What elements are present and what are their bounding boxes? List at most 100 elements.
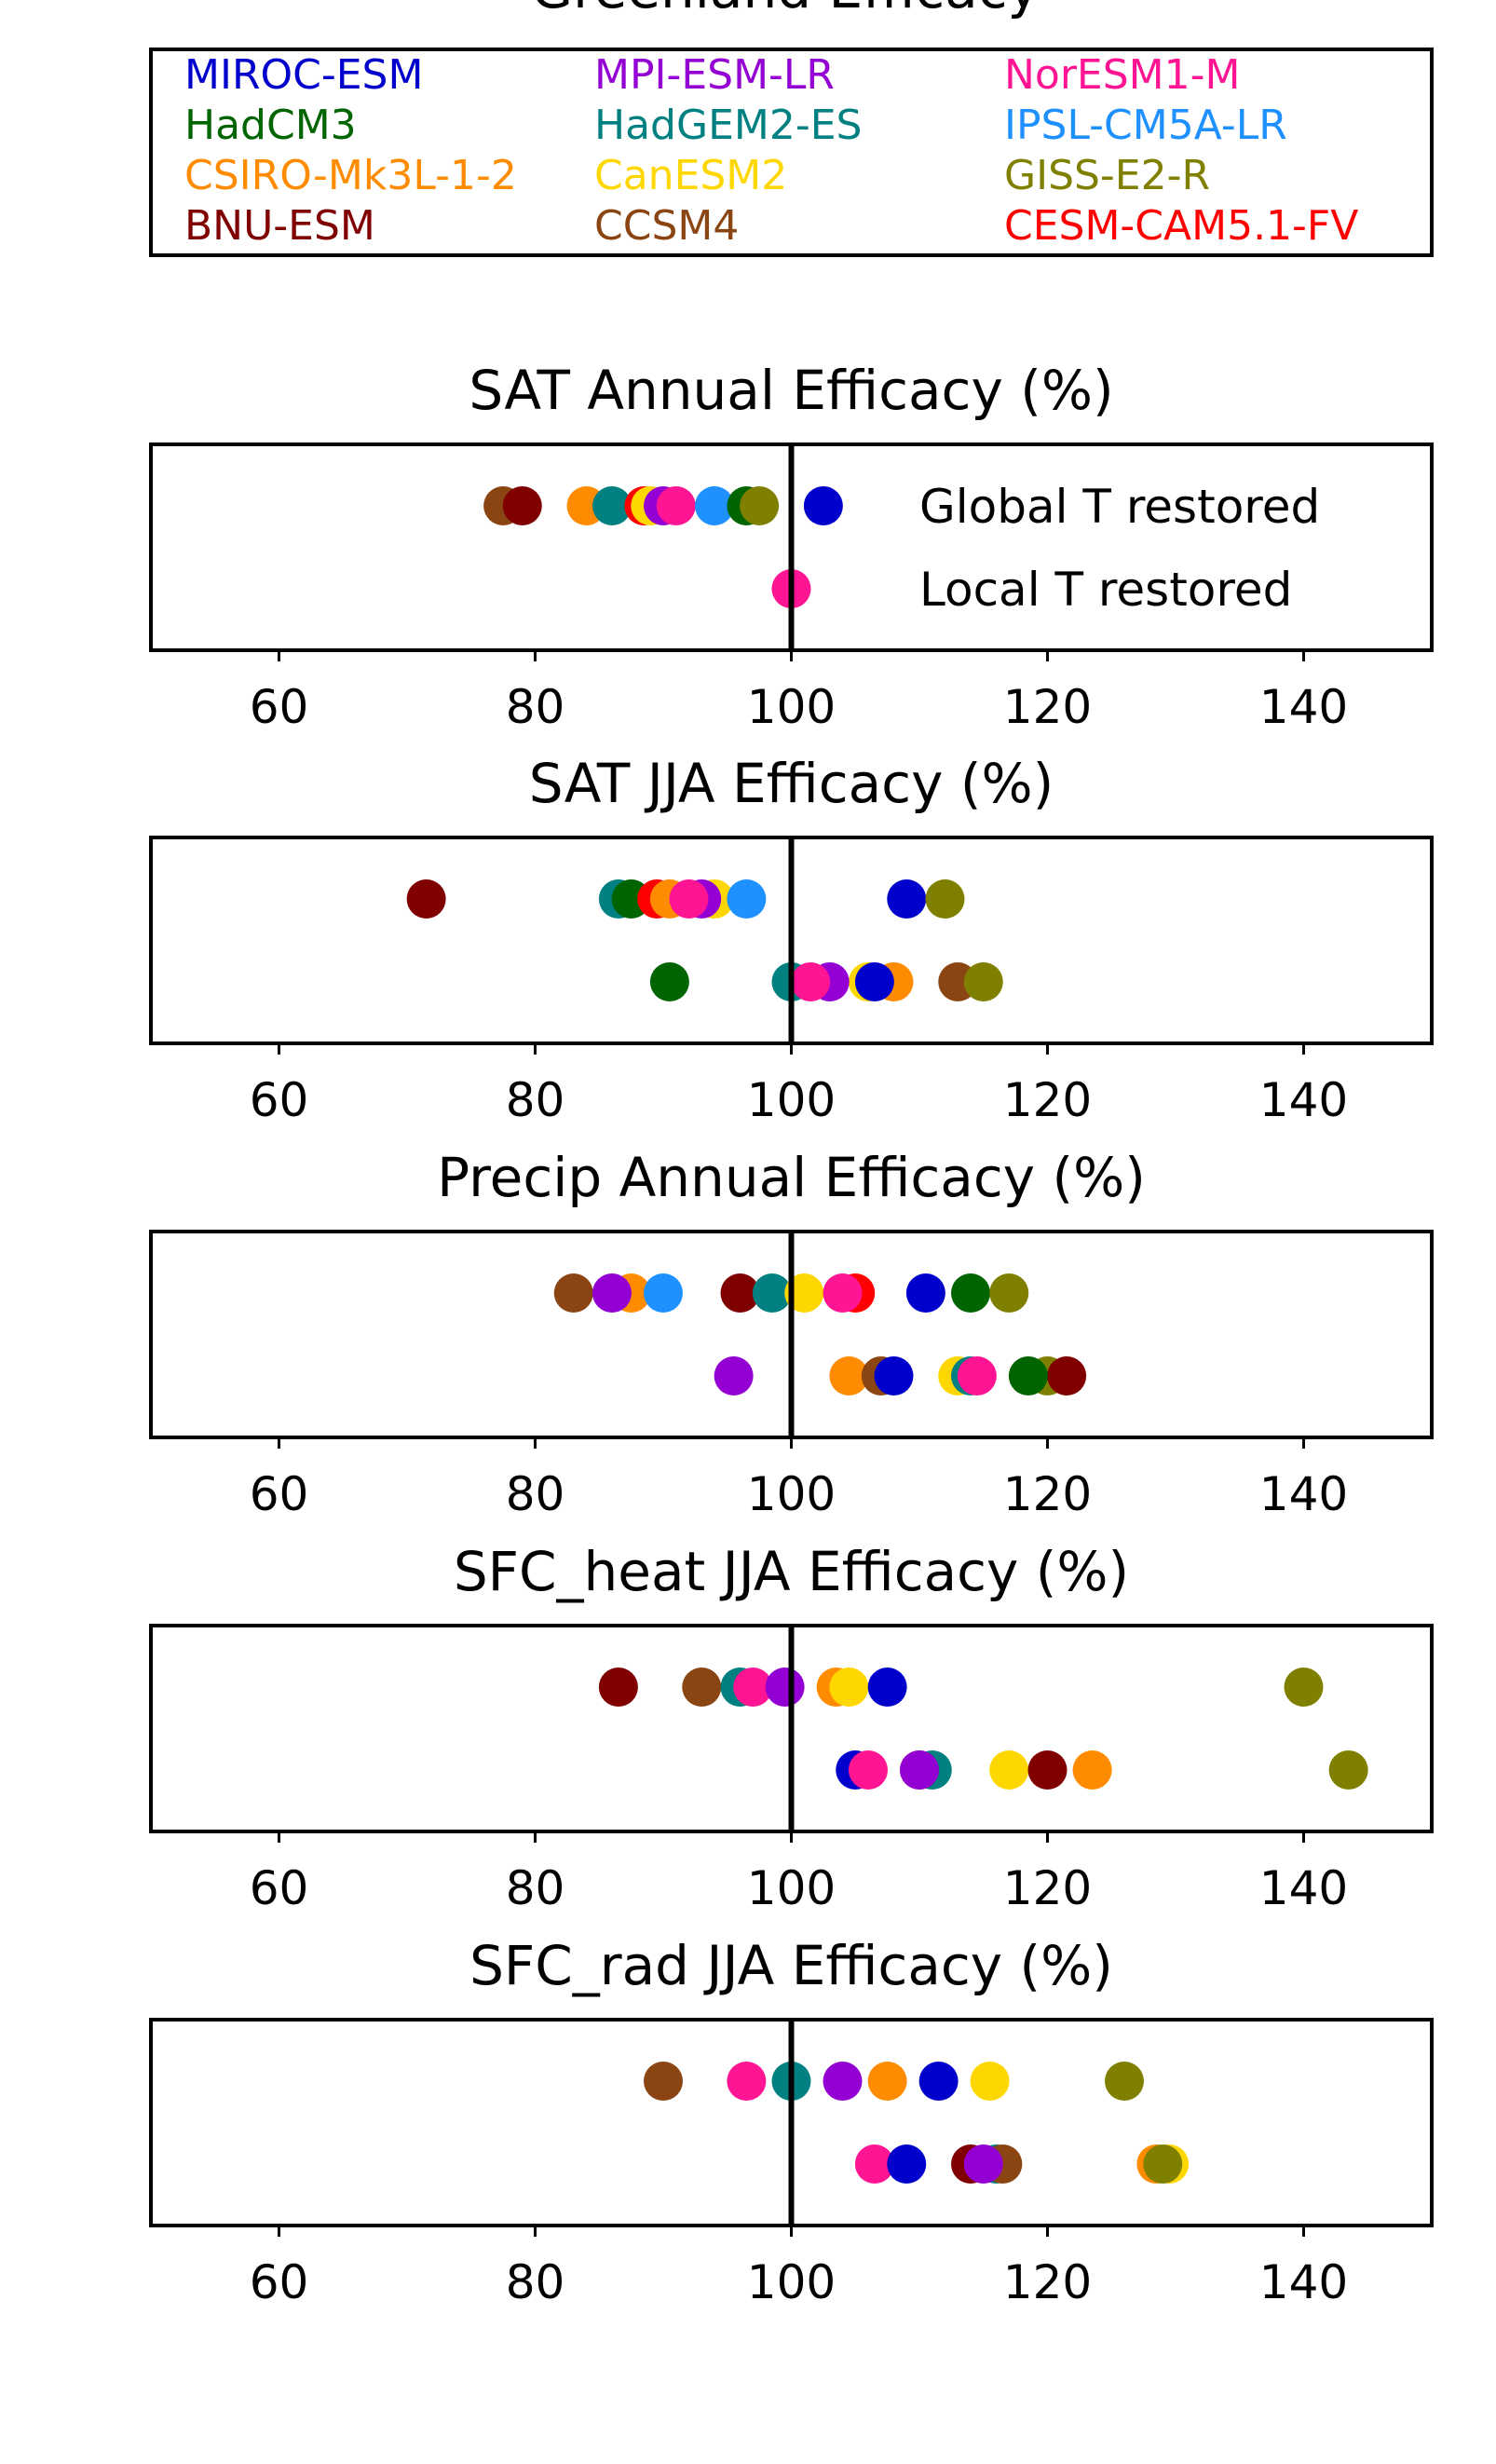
global-point-ccsm4 bbox=[553, 1273, 593, 1313]
x-tick-label: 100 bbox=[747, 2255, 836, 2309]
local-point-mpi-esm-lr bbox=[714, 1356, 754, 1395]
global-point-giss-e2-r bbox=[1284, 1668, 1324, 1707]
legend-entry-noresm1-m: NorESM1-M bbox=[1004, 51, 1240, 99]
global-point-giss-e2-r bbox=[740, 486, 780, 525]
local-point-noresm1-m bbox=[849, 1750, 888, 1790]
x-tick-label: 140 bbox=[1259, 2255, 1348, 2309]
global-point-mpi-esm-lr bbox=[823, 2062, 863, 2101]
x-tick-label: 80 bbox=[506, 1861, 565, 1915]
local-point-csiro-mk3l-1-2 bbox=[1072, 1750, 1112, 1790]
x-tick-label: 80 bbox=[506, 680, 565, 734]
legend-entry-ipsl-cm5a-lr: IPSL-CM5A-LR bbox=[1004, 102, 1287, 149]
legend-entry-miroc-esm: MIROC-ESM bbox=[184, 51, 423, 99]
x-tick-label: 80 bbox=[506, 2255, 565, 2309]
local-point-hadcm3 bbox=[1008, 1356, 1048, 1395]
global-point-ccsm4 bbox=[682, 1668, 722, 1707]
panel-sfc-heat-jja-efficacy: SFC_heat JJA Efficacy (%) 60 80 100 120 140 bbox=[149, 1540, 1434, 1915]
legend-entry-canesm2: CanESM2 bbox=[594, 152, 787, 199]
panel-precip-annual-efficacy: Precip Annual Efficacy (%) 60 80 100 120 140 bbox=[149, 1146, 1434, 1521]
global-point-noresm1-m bbox=[669, 879, 709, 919]
global-point-noresm1-m bbox=[727, 2062, 767, 2101]
local-point-csiro-mk3l-1-2 bbox=[829, 1356, 869, 1395]
global-point-giss-e2-r bbox=[989, 1273, 1029, 1313]
legend-entry-hadgem2-es: HadGEM2-ES bbox=[594, 102, 862, 149]
local-point-giss-e2-r bbox=[1143, 2144, 1183, 2184]
global-point-miroc-esm bbox=[867, 1668, 907, 1707]
global-point-bnu-esm bbox=[598, 1668, 638, 1707]
x-tick-label: 120 bbox=[1003, 2255, 1092, 2309]
panel-title: SFC_heat JJA Efficacy (%) bbox=[454, 1540, 1129, 1603]
x-tick-label: 80 bbox=[506, 1467, 565, 1521]
figure-title: Greenland Efficacy bbox=[531, 0, 1040, 20]
x-tick-label: 60 bbox=[250, 1073, 309, 1127]
x-tick-label: 120 bbox=[1003, 680, 1092, 734]
x-tick-label: 60 bbox=[250, 680, 309, 734]
global-point-mpi-esm-lr bbox=[765, 1668, 805, 1707]
local-point-giss-e2-r bbox=[963, 962, 1003, 1001]
model-legend: MIROC-ESM MPI-ESM-LR NorESM1-M HadCM3 HadGEM… bbox=[149, 48, 1434, 257]
x-tick-label: 100 bbox=[747, 1073, 836, 1127]
panel-title: SFC_rad JJA Efficacy (%) bbox=[469, 1934, 1113, 1997]
panel-sfc-rad-jja-efficacy: SFC_rad JJA Efficacy (%) 60 80 100 120 140 bbox=[149, 1934, 1434, 2309]
x-tick-label: 60 bbox=[250, 2255, 309, 2309]
global-point-bnu-esm bbox=[406, 879, 446, 919]
row-label-local: Local T restored bbox=[919, 563, 1292, 617]
panel-sat-jja-efficacy: SAT JJA Efficacy (%) 60 80 100 120 140 bbox=[149, 752, 1434, 1127]
local-point-hadcm3 bbox=[649, 962, 689, 1001]
legend-items: MIROC-ESM MPI-ESM-LR NorESM1-M HadCM3 HadGEM… bbox=[184, 51, 1358, 250]
x-tick-label: 80 bbox=[506, 1073, 565, 1127]
global-point-noresm1-m bbox=[733, 1668, 773, 1707]
legend-entry-csiro-mk3l-1-2: CSIRO-Mk3L-1-2 bbox=[184, 152, 517, 199]
global-point-miroc-esm bbox=[803, 486, 843, 525]
global-point-hadgem2-es bbox=[592, 486, 632, 525]
global-point-noresm1-m bbox=[823, 1273, 863, 1313]
legend-entry-bnu-esm: BNU-ESM bbox=[184, 202, 375, 250]
global-point-miroc-esm bbox=[905, 1273, 945, 1313]
global-point-giss-e2-r bbox=[925, 879, 965, 919]
local-point-noresm1-m bbox=[791, 962, 831, 1001]
global-point-hadcm3 bbox=[951, 1273, 990, 1313]
global-point-bnu-esm bbox=[502, 486, 542, 525]
local-point-bnu-esm bbox=[1027, 1750, 1068, 1790]
efficacy-panels: SAT Annual Efficacy (%) Global T restored… bbox=[149, 359, 1434, 2309]
global-point-miroc-esm bbox=[918, 2062, 959, 2101]
global-point-ccsm4 bbox=[644, 2062, 683, 2101]
local-point-noresm1-m bbox=[854, 2144, 894, 2184]
global-point-csiro-mk3l-1-2 bbox=[867, 2062, 907, 2101]
global-point-bnu-esm bbox=[720, 1273, 760, 1313]
global-point-mpi-esm-lr bbox=[592, 1273, 632, 1313]
x-tick-label: 100 bbox=[747, 1861, 836, 1915]
global-point-ipsl-cm5a-lr bbox=[695, 486, 734, 525]
x-tick-label: 140 bbox=[1259, 680, 1348, 734]
global-point-ipsl-cm5a-lr bbox=[727, 879, 767, 919]
x-tick-label: 60 bbox=[250, 1861, 309, 1915]
legend-entry-ccsm4: CCSM4 bbox=[594, 202, 739, 250]
global-point-noresm1-m bbox=[656, 486, 696, 525]
local-point-mpi-esm-lr bbox=[900, 1750, 939, 1790]
global-point-canesm2 bbox=[784, 1273, 824, 1313]
legend-frame bbox=[149, 48, 1434, 257]
local-point-miroc-esm bbox=[874, 1356, 914, 1395]
local-point-canesm2 bbox=[989, 1750, 1029, 1790]
legend-entry-hadcm3: HadCM3 bbox=[184, 102, 357, 149]
global-point-hadgem2-es bbox=[752, 1273, 792, 1313]
x-tick-label: 140 bbox=[1259, 1073, 1348, 1127]
x-tick-label: 140 bbox=[1259, 1861, 1348, 1915]
global-point-canesm2 bbox=[970, 2062, 1010, 2101]
x-tick-label: 140 bbox=[1259, 1467, 1348, 1521]
x-tick-label: 120 bbox=[1003, 1467, 1092, 1521]
row-label-global: Global T restored bbox=[919, 480, 1320, 534]
local-point-miroc-esm bbox=[887, 2144, 927, 2184]
local-point-noresm1-m bbox=[957, 1356, 997, 1395]
panel-title: SAT JJA Efficacy (%) bbox=[529, 752, 1054, 815]
panel-title: SAT Annual Efficacy (%) bbox=[469, 359, 1113, 422]
local-point-giss-e2-r bbox=[1328, 1750, 1368, 1790]
global-point-canesm2 bbox=[829, 1668, 869, 1707]
x-tick-label: 100 bbox=[747, 680, 836, 734]
local-point-miroc-esm bbox=[854, 962, 894, 1001]
legend-entry-cesm-cam5-1-fv: CESM-CAM5.1-FV bbox=[1004, 202, 1358, 250]
x-tick-label: 100 bbox=[747, 1467, 836, 1521]
panel-title: Precip Annual Efficacy (%) bbox=[437, 1146, 1146, 1209]
x-tick-label: 120 bbox=[1003, 1861, 1092, 1915]
